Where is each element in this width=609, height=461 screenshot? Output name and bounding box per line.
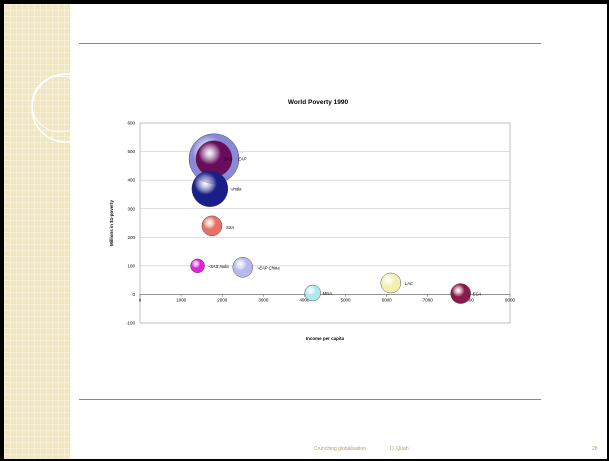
x-tick-label: 3000: [258, 297, 269, 302]
x-tick-label: 8000: [464, 297, 475, 302]
y-tick-label: 600: [127, 121, 135, 126]
bubble-label: ~India: [230, 187, 242, 192]
bubble-label: MNA: [323, 291, 333, 296]
bubble-label: LAC: [405, 281, 414, 286]
bubble-india: [191, 170, 229, 207]
x-tick-label: 1000: [176, 297, 187, 302]
chart-title: World Poverty 1990: [288, 99, 349, 106]
bottom-rule: [79, 399, 541, 400]
x-tick-label: 0: [139, 297, 142, 302]
bubble-label: ~SAS India: [208, 264, 230, 269]
bubble-eca: [450, 283, 471, 304]
bubble-label: ECA: [473, 292, 482, 297]
decorative-sidebar: [4, 4, 70, 459]
x-axis-label: Income per capita: [306, 336, 345, 341]
x-tick-label: 6000: [382, 297, 393, 302]
y-tick-label: 0: [132, 292, 135, 297]
y-tick-label: 200: [127, 235, 135, 240]
x-tick-label: 9000: [505, 297, 516, 302]
y-tick-label: 400: [127, 178, 135, 183]
bubble-label: EAP: [238, 157, 247, 162]
bubble-sas-india: [190, 258, 205, 274]
bubble-mna: [304, 284, 321, 302]
y-axis-label: Millions in $1-poverty: [109, 200, 114, 247]
bubble-eap-china: [232, 257, 253, 278]
footer-author: D. Quah: [390, 446, 409, 452]
x-tick-label: 2000: [217, 297, 228, 302]
bubble-chart: World Poverty 1990 -100 0 100 200 300 400 500 6…: [109, 99, 516, 341]
bubble-lac: [380, 272, 401, 294]
bubble-label: SAS: [224, 157, 233, 162]
bubble-label: ~EAP China: [257, 265, 280, 270]
bubble-ssa: [201, 215, 223, 237]
footer-title: Crunching globalisation: [314, 446, 366, 452]
y-tick-label: 500: [127, 149, 135, 154]
bubble-label: SSA: [226, 225, 235, 230]
y-tick-label: 300: [127, 206, 135, 211]
top-rule: [79, 43, 541, 44]
x-tick-label: 5000: [341, 297, 352, 302]
page-number: 28: [592, 446, 598, 452]
x-tick-label: 7000: [423, 297, 434, 302]
y-tick-label: 100: [127, 263, 135, 268]
slide: World Poverty 1990 -100 0 100 200 300 400 500 6…: [4, 4, 607, 459]
y-tick-label: -100: [126, 321, 136, 326]
x-tick-label: 4000: [299, 297, 310, 302]
